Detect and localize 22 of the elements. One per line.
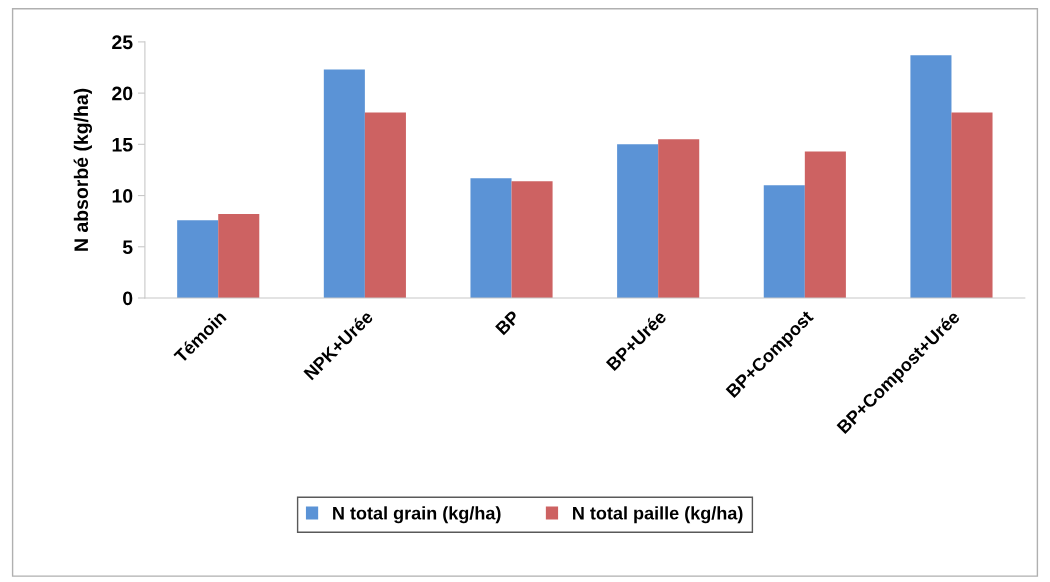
bar [364, 112, 406, 298]
y-tick-label: 20 [112, 86, 133, 101]
bar [470, 178, 512, 298]
bar [511, 181, 553, 298]
y-tick-label: 0 [123, 291, 133, 306]
legend-label: N total paille (kg/ha) [573, 506, 743, 524]
bar [177, 220, 219, 298]
y-tick-label: 15 [112, 138, 133, 152]
y-tick-label: 5 [122, 240, 133, 254]
y-tick-label: 25 [112, 35, 133, 50]
bar [323, 69, 365, 298]
x-tick-label: BP [495, 310, 521, 336]
y-axis-title: N absorbé (kg/ha) [73, 88, 93, 251]
bar [617, 144, 659, 298]
bar [951, 112, 993, 298]
bar [658, 139, 700, 298]
bar [763, 185, 805, 298]
legend-label: N total grain (kg/ha) [333, 506, 501, 524]
bar [804, 151, 846, 298]
bar [218, 213, 260, 298]
y-tick-label: 10 [112, 189, 133, 203]
bar [910, 55, 952, 298]
